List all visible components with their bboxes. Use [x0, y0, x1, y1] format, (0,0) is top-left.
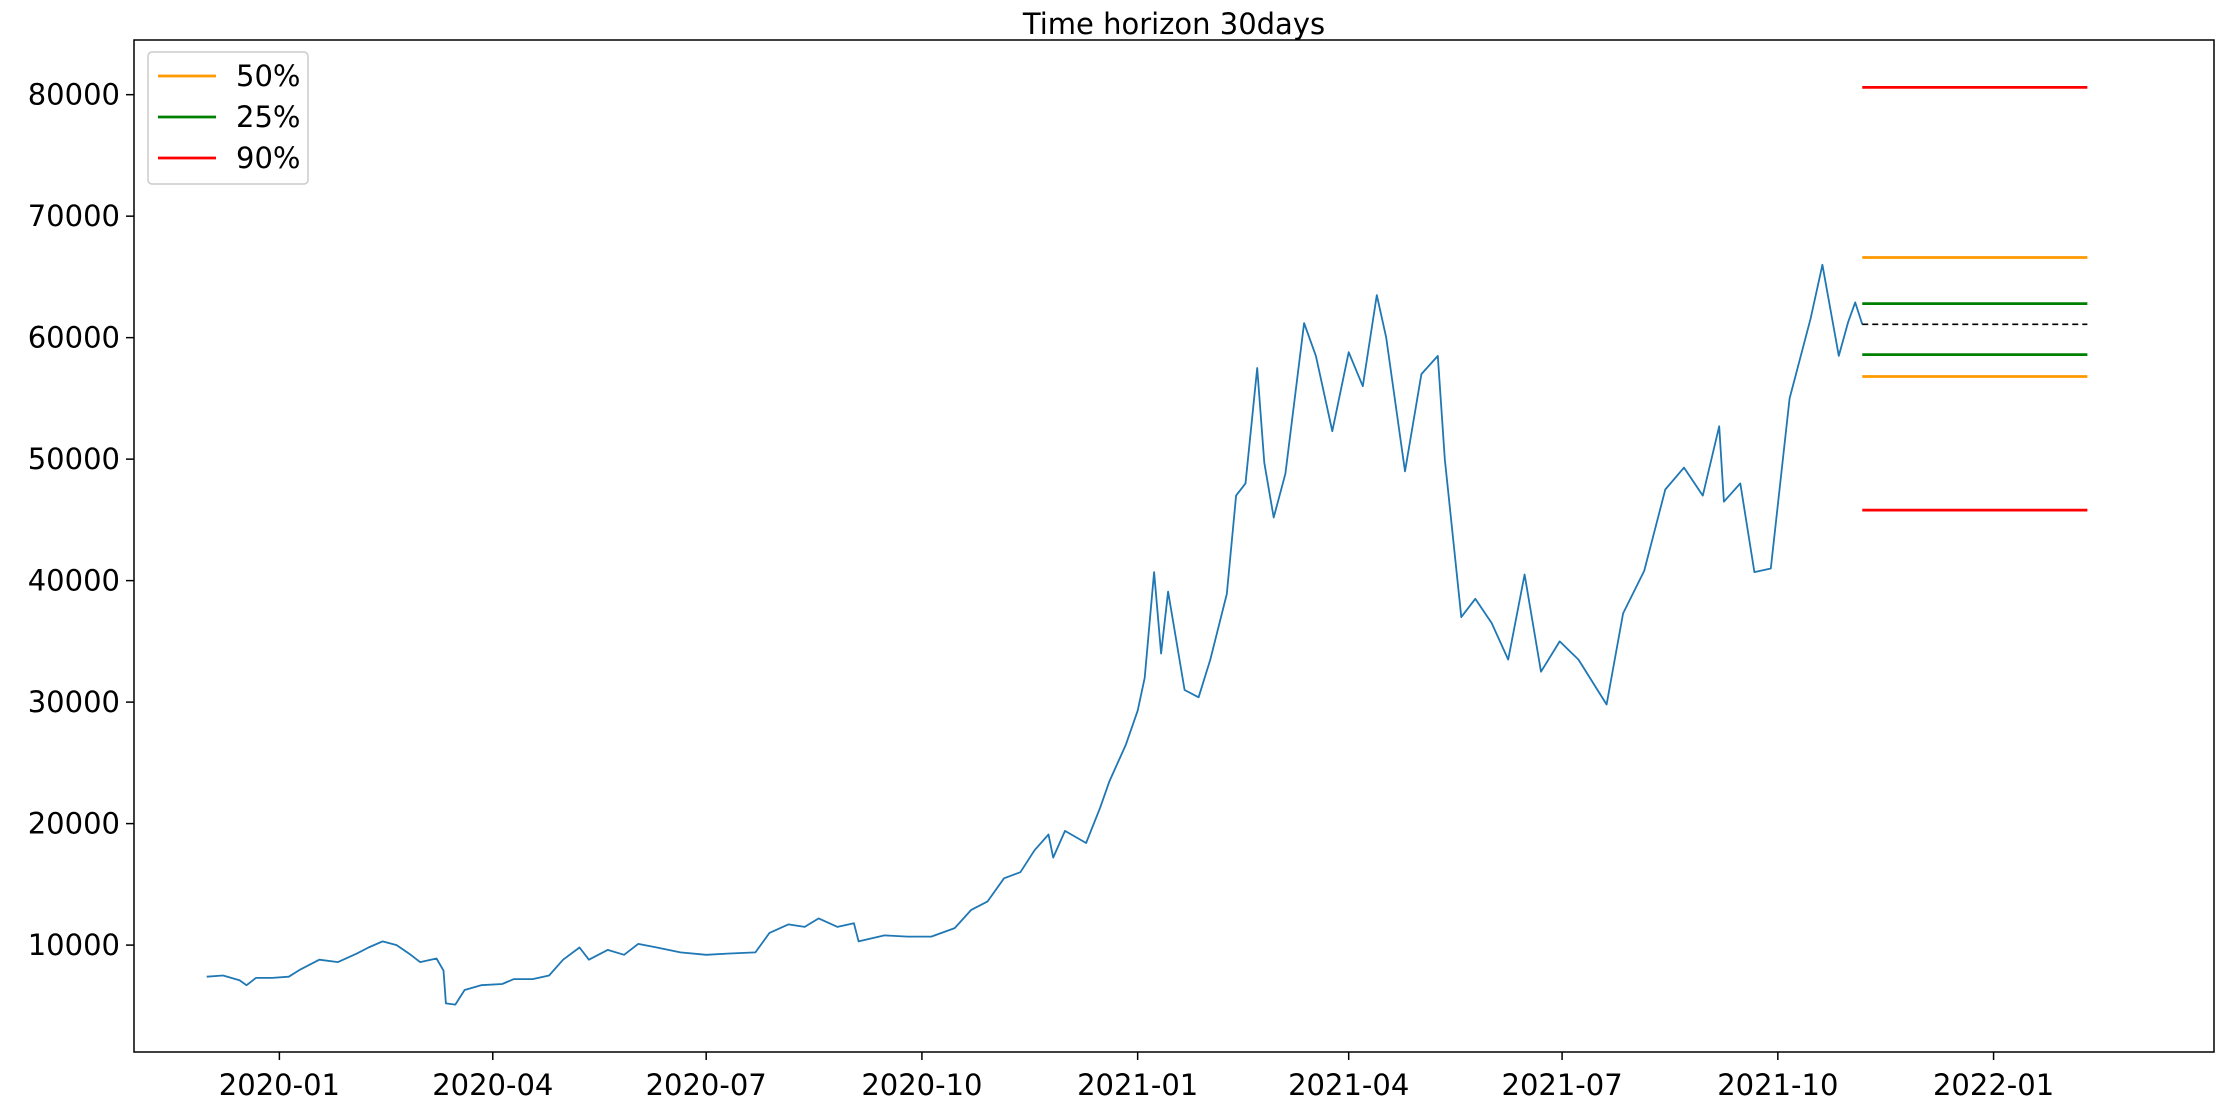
x-tick-label: 2020-10: [861, 1068, 982, 1102]
chart-title: Time horizon 30days: [1022, 7, 1325, 41]
legend-label: 25%: [236, 100, 300, 134]
legend-box: [147, 51, 309, 185]
y-tick-label: 80000: [28, 78, 120, 112]
y-tick-label: 50000: [28, 442, 120, 476]
y-tick-label: 70000: [28, 199, 120, 233]
legend: 50% 25% 90%: [147, 51, 309, 185]
plot-area: [133, 39, 2215, 1053]
y-tick-label: 60000: [28, 321, 120, 355]
series-layer: [206, 263, 1864, 1006]
y-tick-label: 10000: [28, 928, 120, 962]
x-tick-label: 2020-04: [432, 1068, 553, 1102]
price-series-line: [206, 263, 1864, 1006]
x-tick-label: 2021-10: [1717, 1068, 1838, 1102]
y-tick-label: 20000: [28, 807, 120, 841]
forecast-layer: [1862, 85, 2088, 512]
x-tick-label: 2022-01: [1933, 1068, 2054, 1102]
x-tick-label: 2020-07: [646, 1068, 767, 1102]
legend-label: 90%: [236, 141, 300, 175]
x-axis: 2020-01 2020-04 2020-07 2020-10 2021-01 2021-…: [219, 1052, 2054, 1102]
legend-label: 50%: [236, 59, 300, 93]
x-tick-label: 2021-04: [1288, 1068, 1409, 1102]
x-tick-label: 2021-07: [1502, 1068, 1623, 1102]
x-tick-label: 2021-01: [1077, 1068, 1198, 1102]
y-axis: 10000 20000 30000 40000 50000 60000 70000 80000: [28, 78, 134, 962]
y-tick-label: 40000: [28, 564, 120, 598]
y-tick-label: 30000: [28, 685, 120, 719]
x-tick-label: 2020-01: [219, 1068, 340, 1102]
